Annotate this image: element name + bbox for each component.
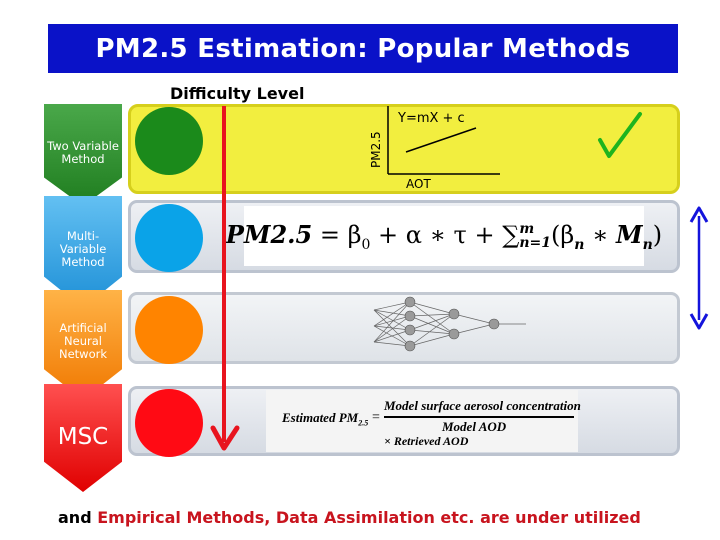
msc-denominator: Model AOD [442,419,507,434]
footer-note: and Empirical Methods, Data Assimilation… [58,508,641,527]
difficulty-arrow-icon [210,106,240,451]
y-axis-label: PM2.5 [369,131,383,168]
chevron-msc: MSC [44,384,122,492]
footer-highlight: Empirical Methods, Data Assimilation etc… [97,508,641,527]
slide-title: PM2.5 Estimation: Popular Methods [95,33,631,64]
formula-beta-sub: 0 [361,236,371,253]
chevron-label-two-variable: Two Variable Method [47,139,119,166]
chevron-label-msc: MSC [57,424,109,450]
chevron-label-ann: Artificial Neural Network [58,321,108,361]
row-two-variable-panel [128,104,680,194]
row-ann-panel [128,292,680,364]
msc-lhs-text: Estimated PM [282,410,359,425]
linear-equation: Y=mX + c [397,111,465,126]
chevron-ann: Artificial Neural Network [44,290,122,400]
linear-plot: Y=mX + c PM2.5 AOT [369,106,500,191]
formula-m-sub: n [642,236,653,253]
msc-fraction-bar [384,416,574,418]
circle-red [135,389,203,457]
formula-open: (β [551,220,575,249]
formula-sum-sub: n=1 [519,235,551,252]
msc-lhs-sub: 2.5 [358,418,369,428]
chevron-two-variable: Two Variable Method [44,104,122,206]
formula-beta: β [347,220,362,249]
formula-text: PM2.5 = β0 + α ∗ τ + ∑ m n=1 (βn ∗ Mn) [226,220,662,253]
formula-sum: ∑ [502,220,520,249]
formula-m-var: M [616,219,643,249]
circle-green [135,107,203,175]
circle-blue [135,204,203,272]
formula-times: ∗ [584,220,617,249]
formula-close: ) [652,220,663,249]
difficulty-level-label: Difficulty Level [170,84,305,103]
msc-formula: Estimated PM2.5 = Model surface aerosol … [266,390,581,452]
formula-lhs: PM2.5 [225,219,313,249]
multi-variable-formula: PM2.5 = β0 + α ∗ τ + ∑ m n=1 (βn ∗ Mn) [226,206,662,266]
msc-numerator: Model surface aerosol concentration [384,398,581,413]
msc-lhs: Estimated PM2.5 [282,410,368,428]
double-arrow-icon [689,206,709,330]
circle-orange [135,296,203,364]
formula-beta-n-sub: n [574,236,585,253]
x-axis-label: AOT [406,177,431,191]
formula-alpha-term: + α ∗ τ + [370,220,503,249]
formula-sum-sup: m [519,221,535,238]
formula-eq: = [312,220,348,249]
title-bar: PM2.5 Estimation: Popular Methods [48,24,678,73]
msc-eq: = [372,410,380,425]
footer-prefix: and [58,508,98,527]
chevron-label-multi-variable: Multi-Variable Method [59,229,107,269]
msc-multiplier: × Retrieved AOD [384,434,469,448]
neural-network-diagram [373,296,526,352]
check-icon [598,112,642,158]
